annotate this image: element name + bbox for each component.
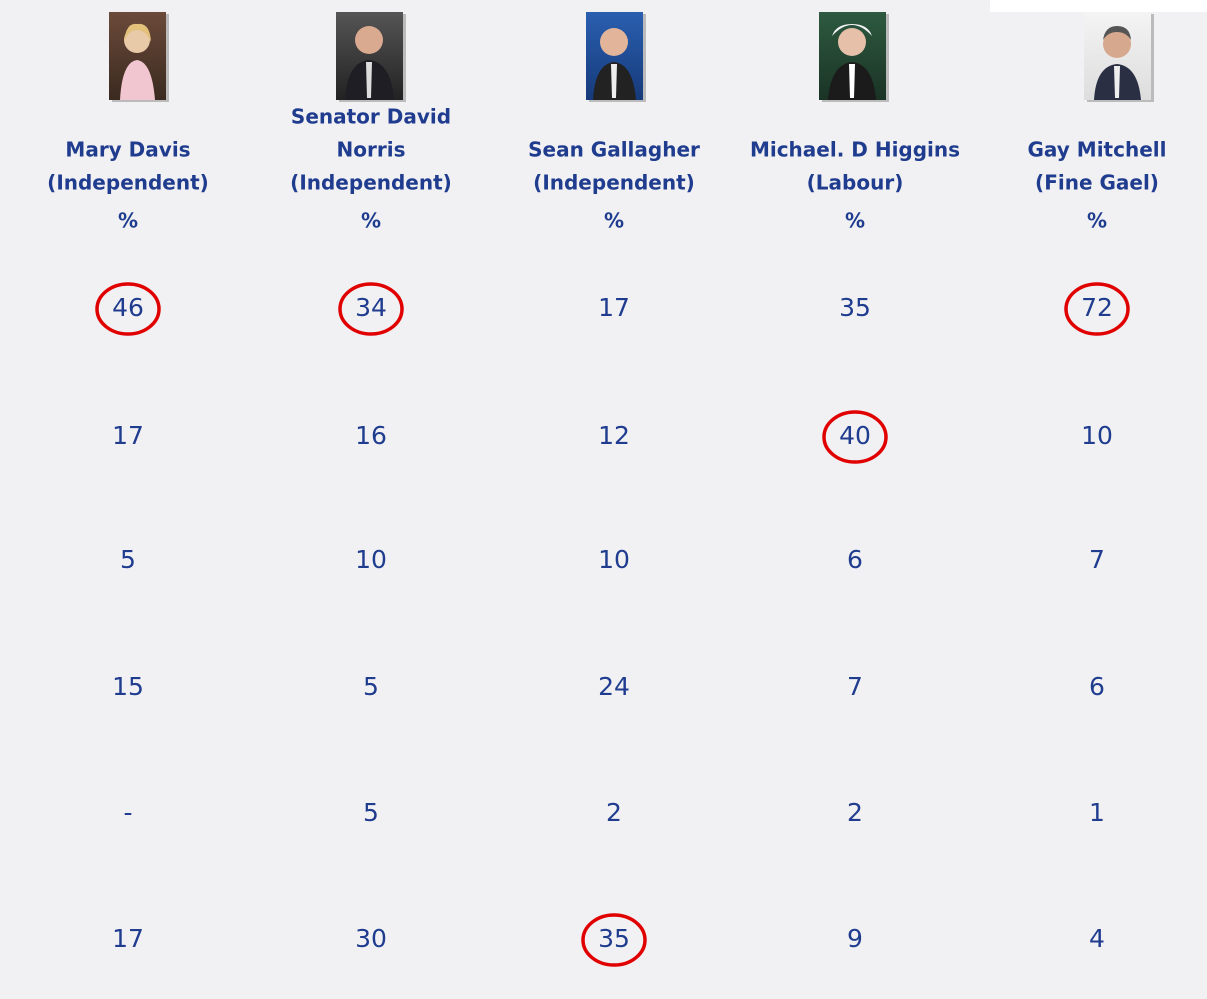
photo [586, 12, 646, 102]
cell-value: 46 [112, 293, 144, 322]
cell-value: 7 [847, 672, 863, 701]
cell-value: 5 [363, 798, 379, 827]
cell-value: 10 [598, 545, 630, 574]
cell-value: 30 [355, 924, 387, 953]
cell-value: 1 [1089, 798, 1105, 827]
candidate-party: (Independent) [533, 171, 695, 195]
cell-value: 9 [847, 924, 863, 953]
cell-value: 6 [1089, 672, 1105, 701]
candidate-name: Sean Gallagher [528, 138, 700, 162]
cell-value: 15 [112, 672, 144, 701]
photo [336, 12, 406, 102]
cell-value: - [123, 798, 132, 827]
photo [819, 12, 889, 102]
unit-label: % [361, 209, 381, 233]
unit-label: % [604, 209, 624, 233]
cell-value: 16 [355, 421, 387, 450]
poll-table: Mary Davis (Independent)% Senator David Nor… [0, 0, 1207, 999]
cell-value: 10 [355, 545, 387, 574]
cell-value: 72 [1081, 293, 1113, 322]
corner-tab [990, 0, 1207, 12]
cell-value: 40 [839, 421, 871, 450]
cell-value: 5 [120, 545, 136, 574]
unit-label: % [1087, 209, 1107, 233]
candidate-party: (Independent) [290, 171, 452, 195]
candidate-name: Norris [337, 138, 406, 162]
cell-value: 35 [839, 293, 871, 322]
cell-value: 7 [1089, 545, 1105, 574]
cell-value: 24 [598, 672, 630, 701]
cell-value: 2 [847, 798, 863, 827]
cell-value: 34 [355, 293, 387, 322]
photo [1084, 12, 1154, 102]
cell-value: 35 [598, 924, 630, 953]
candidate-name: Gay Mitchell [1028, 138, 1167, 162]
candidate-name: Mary Davis [65, 138, 190, 162]
cell-value: 2 [606, 798, 622, 827]
cell-value: 4 [1089, 924, 1105, 953]
candidate-party: (Independent) [47, 171, 209, 195]
cell-value: 17 [598, 293, 630, 322]
candidate-party: (Labour) [807, 171, 904, 195]
unit-label: % [845, 209, 865, 233]
photo [109, 12, 169, 102]
cell-value: 17 [112, 924, 144, 953]
cell-value: 12 [598, 421, 630, 450]
candidate-party: (Fine Gael) [1035, 171, 1159, 195]
cell-value: 17 [112, 421, 144, 450]
candidate-name: Senator David [291, 105, 451, 129]
cell-value: 10 [1081, 421, 1113, 450]
cell-value: 6 [847, 545, 863, 574]
unit-label: % [118, 209, 138, 233]
candidate-name: Michael. D Higgins [750, 138, 960, 162]
cell-value: 5 [363, 672, 379, 701]
